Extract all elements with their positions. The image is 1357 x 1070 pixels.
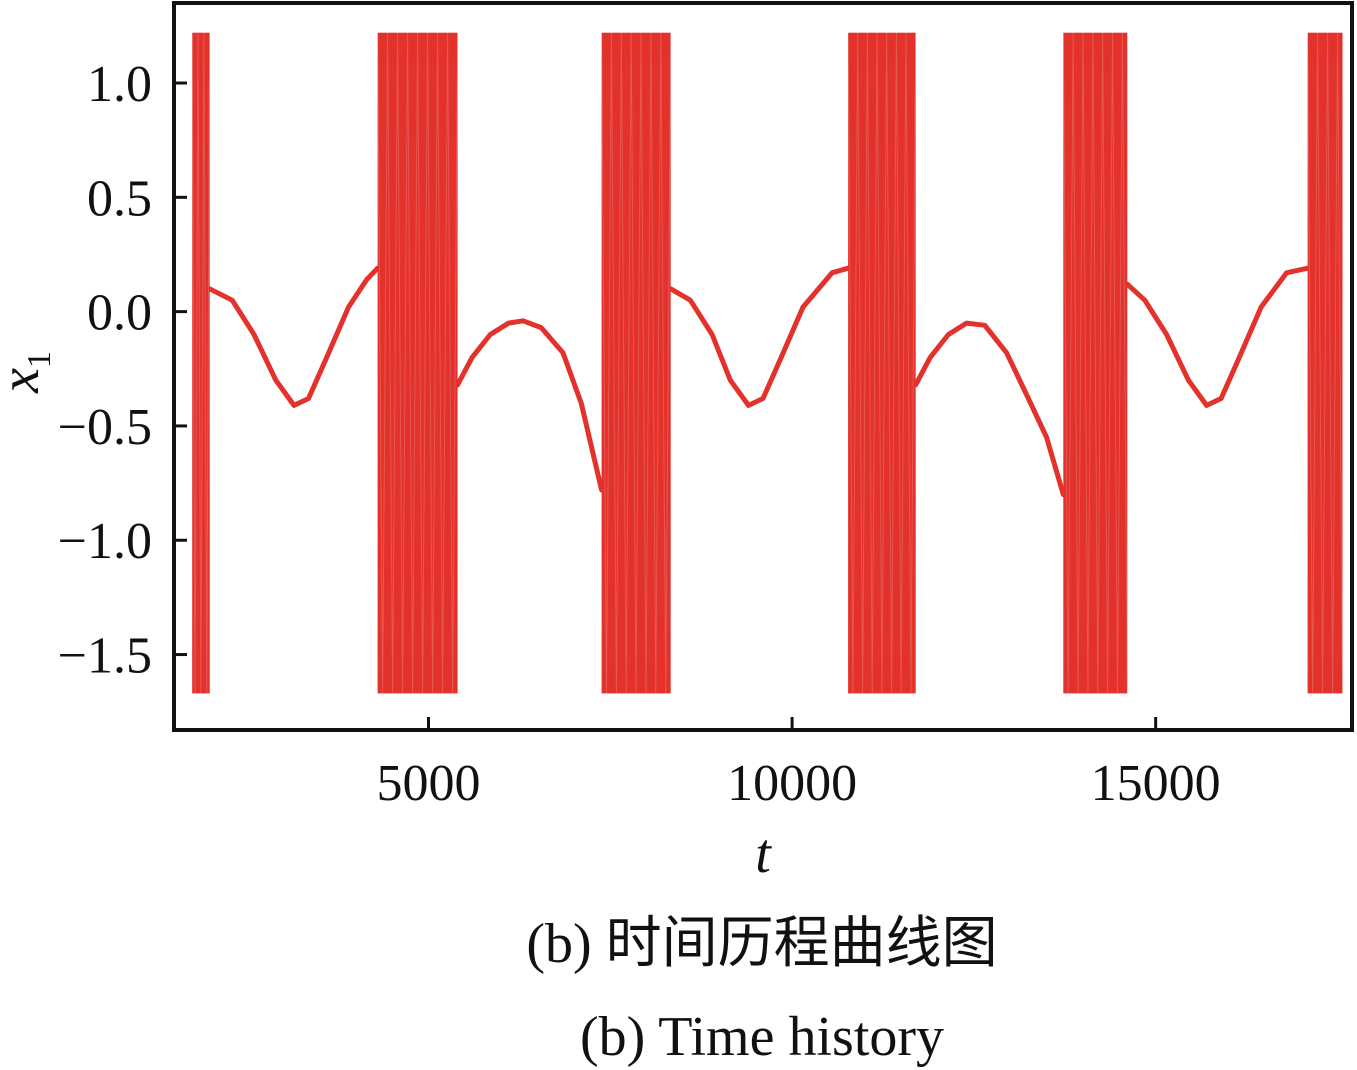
x-axis-title: t [755, 823, 772, 885]
x-tick-label: 15000 [1091, 755, 1221, 812]
svg-text:x1: x1 [0, 351, 58, 394]
slow-segment-3 [668, 265, 851, 408]
y-tick-label: 1.0 [87, 56, 152, 113]
slow-segment-1 [207, 265, 381, 408]
y-axis: 1.0 0.5 0.0 −0.5 −1.0 −1.5 [58, 56, 187, 685]
y-tick-label: −1.0 [58, 513, 152, 570]
y-tick-label: 0.0 [87, 285, 152, 342]
oscillation-band-3 [601, 32, 672, 694]
y-tick-label: 0.5 [87, 170, 152, 227]
y-tick-label: −1.5 [58, 628, 152, 685]
caption-english: (b) Time history [580, 1006, 944, 1068]
plot-content [191, 32, 1343, 694]
slow-segment-2 [455, 318, 605, 493]
oscillation-band-5 [1062, 32, 1128, 694]
y-tick-label: −0.5 [58, 399, 152, 456]
slow-segment-4 [913, 320, 1066, 497]
caption-chinese: (b) 时间历程曲线图 [526, 913, 997, 975]
slow-segment-5 [1124, 265, 1311, 408]
x-axis: 5000 10000 15000 [377, 717, 1221, 812]
plot-frame [172, 1, 1354, 732]
oscillation-band-1 [191, 32, 211, 694]
oscillation-band-4 [847, 32, 917, 694]
x-tick-label: 5000 [377, 755, 481, 812]
oscillation-band-6 [1307, 32, 1343, 694]
y-axis-title-main: x [0, 368, 51, 394]
oscillation-band-2 [377, 32, 459, 694]
y-axis-title: x1 [0, 351, 58, 394]
y-axis-title-subscript: 1 [21, 351, 58, 368]
x-tick-label: 10000 [727, 755, 857, 812]
